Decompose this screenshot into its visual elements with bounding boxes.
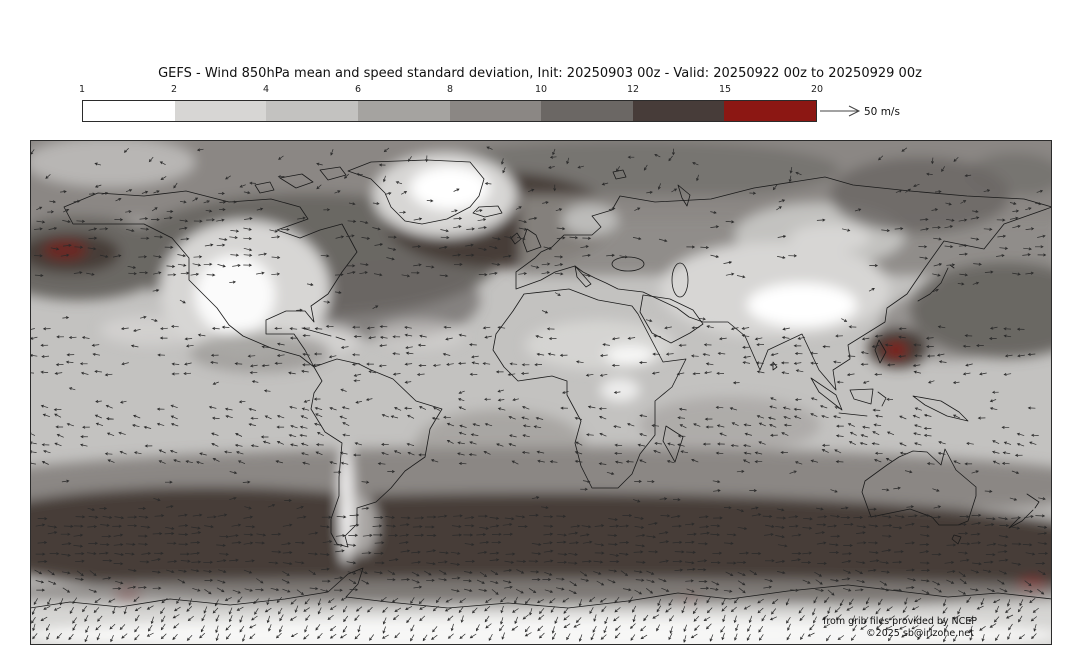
coastline-antarctica — [30, 567, 1052, 609]
colorbar-tick-label: 10 — [534, 84, 548, 95]
coastline-africa — [492, 288, 687, 489]
reference-arrow-label: 50 m/s — [864, 106, 900, 118]
colorbar-segment — [357, 101, 450, 121]
wind-field-shading — [30, 140, 1052, 645]
colorbar-segment — [266, 101, 358, 121]
coastline-black-sea — [611, 256, 645, 272]
colorbar-tick-label: 2 — [170, 84, 178, 95]
colorbar-tick-label: 6 — [354, 84, 362, 95]
colorbar-tick-label: 1 — [78, 84, 86, 95]
coastline-arctic-islands — [254, 166, 691, 207]
coastline-japan — [917, 264, 955, 302]
colorbar-tick-label: 20 — [810, 84, 824, 95]
map-frame — [30, 140, 1052, 645]
colorbar-segment — [632, 101, 725, 121]
coastline-north-america — [63, 190, 358, 368]
colorbar-gradient — [82, 100, 817, 122]
colorbar: 1 2 4 6 8 10 12 15 20 — [78, 84, 823, 124]
coastline-australia — [861, 448, 977, 545]
coastline-new-zealand — [1008, 493, 1040, 529]
coastline-caribbean — [301, 327, 346, 341]
colorbar-segment — [449, 101, 542, 121]
colorbar-tick-label: 12 — [626, 84, 640, 95]
colorbar-tick-label: 15 — [718, 84, 732, 95]
colorbar-segment — [724, 101, 816, 121]
colorbar-tick-label: 4 — [262, 84, 270, 95]
colorbar-segment — [541, 101, 633, 121]
colorbar-tick-label: 8 — [446, 84, 454, 95]
chart-title: GEFS - Wind 850hPa mean and speed standa… — [158, 66, 922, 81]
reference-arrow-legend: 50 m/s — [820, 105, 900, 118]
coastline-caspian-sea — [671, 262, 689, 298]
weather-map: from grib files provided by NCEP ©2025 s… — [30, 140, 1052, 645]
coastline-italy — [574, 265, 592, 288]
coastline-britain — [510, 228, 542, 253]
coastline-iceland — [472, 205, 503, 218]
wind-vector-arrows — [30, 146, 1049, 643]
colorbar-segment — [83, 101, 175, 121]
attribution-copyright: ©2025 sb@irlzone.net — [866, 628, 974, 639]
coastline-southeast-asia-islands — [810, 339, 969, 422]
colorbar-segment — [174, 101, 267, 121]
reference-arrow-icon — [820, 105, 861, 117]
coastline-greenland — [347, 159, 485, 225]
coastline-eurasia — [515, 176, 1052, 391]
attribution-ncep: from grib files provided by NCEP — [823, 616, 977, 627]
coastline-arabia — [639, 294, 704, 344]
